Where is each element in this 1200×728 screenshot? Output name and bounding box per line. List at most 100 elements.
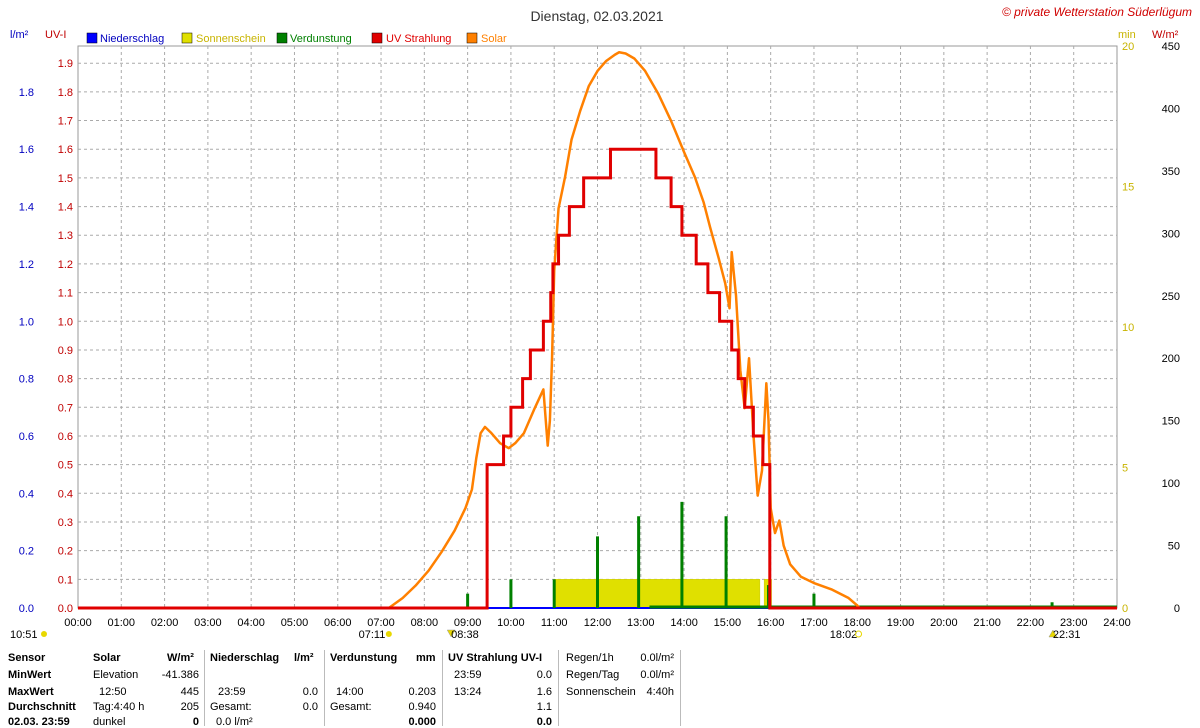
right-axis1-unit: min <box>1118 29 1136 41</box>
uv-max-label: 13:24 <box>454 686 482 698</box>
legend-label-uv: UV Strahlung <box>386 33 451 45</box>
x-tick-label: 20:00 <box>930 617 958 629</box>
solar-tick-label: 250 <box>1162 291 1180 303</box>
x-tick-label: 10:00 <box>497 617 525 629</box>
uv-min-value: 0.0 <box>536 669 552 681</box>
regen-1h-label: Regen/1h <box>566 652 614 664</box>
uv-tick-label: 1.1 <box>58 288 73 300</box>
solar-tick-label: 350 <box>1162 166 1180 178</box>
arrow-down-icon <box>446 629 456 638</box>
regen-tag-label: Regen/Tag <box>566 669 620 681</box>
right-axis2-unit: W/m² <box>1152 29 1179 41</box>
sunrise-time: 07:11 <box>359 629 386 641</box>
niederschlag-unit: l/m² <box>294 652 314 664</box>
solar-tick-label: 300 <box>1162 228 1180 240</box>
niederschlag-total-value: 0.0 <box>302 701 318 713</box>
uv-now-value: 0.0 <box>536 716 552 728</box>
solar-now-value: 0 <box>192 716 199 728</box>
uv-tick-label: 0.6 <box>58 431 73 443</box>
x-tick-label: 22:00 <box>1017 617 1045 629</box>
legend: Niederschlag Sonnenschein Verdunstung UV… <box>86 32 507 45</box>
uv-max-value: 1.6 <box>536 686 552 698</box>
legend-swatch-uv <box>371 32 383 44</box>
x-tick-label: 13:00 <box>627 617 655 629</box>
legend-swatch-solar <box>466 32 478 44</box>
sun-icon <box>385 631 392 637</box>
regen-1h-value: 0.0l/m² <box>640 652 674 664</box>
uv-tick-label: 1.2 <box>58 259 73 271</box>
label-date: 02.03. 23:59 <box>8 716 70 728</box>
uv-tick-label: 1.9 <box>58 58 73 70</box>
copyright-text: © private Wetterstation Süderlügum <box>1002 5 1192 19</box>
solar-tick-label: 150 <box>1162 416 1180 428</box>
x-tick-label: 09:00 <box>454 617 482 629</box>
solar-tick-label: 400 <box>1162 103 1180 115</box>
x-tick-label: 08:00 <box>411 617 439 629</box>
sonnenschein-tick-label: 20 <box>1122 41 1134 53</box>
uv-tick-label: 1.6 <box>58 144 73 156</box>
legend-label-solar: Solar <box>481 33 507 45</box>
niederschlag-tick-label: 0.0 <box>19 603 34 615</box>
x-tick-label: 19:00 <box>887 617 915 629</box>
legend-swatch-sonnenschein <box>181 32 193 44</box>
verdunstung-total-label: Gesamt: <box>330 701 372 713</box>
x-tick-label: 24:00 <box>1103 617 1131 629</box>
solar-avg-value: 205 <box>180 701 199 713</box>
verdunstung-title: Verdunstung <box>330 652 398 664</box>
x-tick-label: 00:00 <box>64 617 92 629</box>
solar-tick-label: 0 <box>1174 603 1180 615</box>
chart-title: Dienstag, 02.03.2021 <box>530 8 663 24</box>
solar-unit: W/m² <box>167 652 194 664</box>
current-time-label: 10:51 <box>10 629 38 641</box>
x-tick-label: 12:00 <box>584 617 612 629</box>
x-tick-label: 15:00 <box>714 617 742 629</box>
verdunstung-max-value: 0.203 <box>408 686 436 698</box>
uv-tick-label: 0.0 <box>58 603 73 615</box>
left-axis1-unit: l/m² <box>10 29 29 41</box>
series <box>78 50 1117 610</box>
niederschlag-tick-label: 0.2 <box>19 546 34 558</box>
uv-tick-label: 0.3 <box>58 517 73 529</box>
grid <box>77 45 1118 609</box>
solar-title: Solar <box>93 652 121 664</box>
solar-max-value: 445 <box>180 686 199 698</box>
uv-title: UV Strahlung UV-I <box>448 652 543 664</box>
sonnenschein-value: 4:40h <box>646 686 674 698</box>
uv-line <box>78 147 1117 610</box>
solar-tick-label: 200 <box>1162 353 1180 365</box>
solar-tick-label: 100 <box>1162 478 1180 490</box>
solar-avg-label: Tag:4:40 h <box>93 701 145 713</box>
left-axis2-unit: UV-I <box>45 29 66 41</box>
solar-min-label: Elevation <box>93 669 139 681</box>
separator <box>442 650 443 726</box>
sonnenschein-tick-label: 5 <box>1122 463 1128 475</box>
time-markers: 10:51 07:11 08:38 18:02 22:31 <box>10 629 1080 641</box>
niederschlag-tick-label: 1.4 <box>19 202 34 214</box>
x-tick-label: 23:00 <box>1060 617 1088 629</box>
x-tick-label: 05:00 <box>281 617 309 629</box>
x-tick-label: 11:00 <box>541 617 568 629</box>
verdunstung-now-value: 0.000 <box>408 716 436 728</box>
x-tick-label: 01:00 <box>108 617 136 629</box>
uv-min-label: 23:59 <box>454 669 482 681</box>
solar-max-label: 12:50 <box>99 686 127 698</box>
legend-label-verdunstung: Verdunstung <box>290 33 352 45</box>
uv-tick-label: 1.8 <box>58 87 73 99</box>
x-tick-label: 04:00 <box>237 617 265 629</box>
niederschlag-tick-label: 1.0 <box>19 316 34 328</box>
uv-tick-label: 0.1 <box>58 574 73 586</box>
x-tick-label: 21:00 <box>973 617 1001 629</box>
sunset-time: 18:02 <box>830 629 858 641</box>
x-tick-label: 03:00 <box>194 617 222 629</box>
label-durchschnitt: Durchschnitt <box>8 701 76 713</box>
niederschlag-tick-label: 1.8 <box>19 87 34 99</box>
separator <box>558 650 559 726</box>
niederschlag-tick-label: 0.6 <box>19 431 34 443</box>
sonnenschein-label: Sonnenschein <box>566 686 636 698</box>
niederschlag-max-label: 23:59 <box>218 686 246 698</box>
axis-ticks: 00:00 01:00 02:00 03:00 04:00 05:00 06:00 07:00… <box>19 41 1180 629</box>
sun-icon <box>41 631 47 637</box>
x-tick-label: 16:00 <box>757 617 785 629</box>
solar-tick-label: 50 <box>1168 541 1180 553</box>
x-tick-label: 14:00 <box>670 617 698 629</box>
